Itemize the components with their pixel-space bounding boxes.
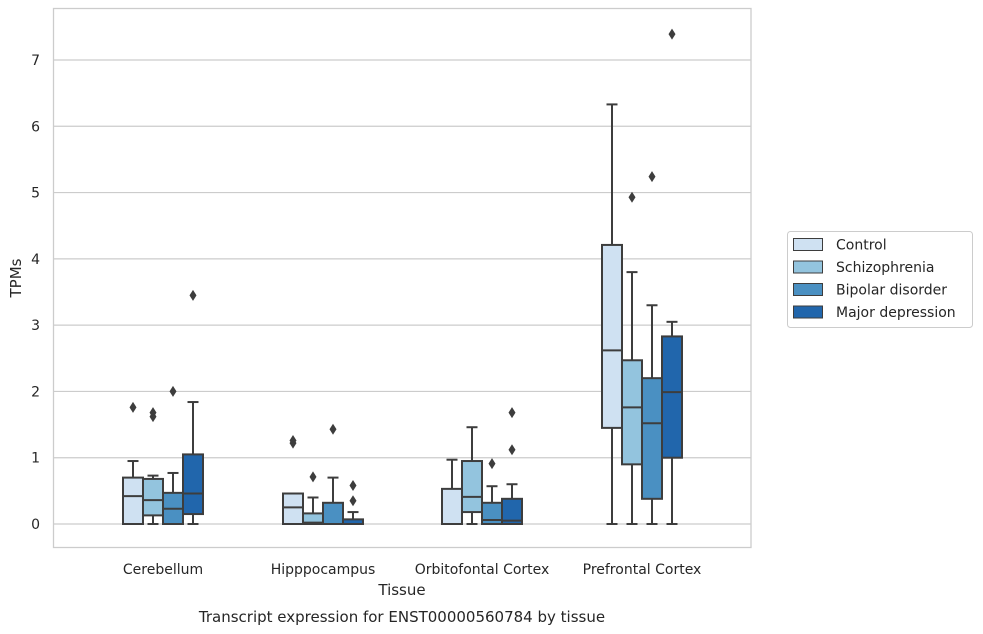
chart-caption: Transcript expression for ENST0000056078…	[198, 608, 605, 626]
outlier-point	[628, 191, 636, 203]
outlier-point	[668, 28, 676, 40]
outlier-point	[189, 289, 197, 301]
y-tick-label: 4	[31, 252, 40, 268]
legend-swatch	[793, 260, 823, 274]
legend-label: Control	[836, 238, 887, 254]
y-tick-label: 6	[31, 119, 40, 135]
outlier-point	[169, 385, 177, 397]
outlier-point	[508, 407, 516, 419]
plot-frame	[52, 7, 752, 549]
box-iqr	[441, 487, 463, 525]
y-tick-label: 2	[31, 384, 40, 400]
box-iqr	[322, 501, 344, 526]
box-bipolar-disorder	[322, 423, 344, 526]
legend-swatch	[793, 238, 823, 251]
boxes-layer	[122, 28, 683, 526]
box-bipolar-disorder	[481, 458, 503, 526]
box-schizophrenia	[142, 407, 164, 525]
box-iqr	[122, 476, 144, 526]
y-tick-label: 1	[31, 451, 40, 467]
outlier-point	[488, 458, 496, 470]
box-major-depression	[501, 407, 523, 526]
box-iqr	[621, 359, 643, 466]
box-control	[441, 458, 463, 525]
x-tick-label: Prefrontal Cortex	[583, 562, 702, 578]
legend: Control Schizophrenia Bipolar disorder Majo…	[787, 231, 973, 328]
outlier-point	[129, 401, 137, 413]
box-iqr	[182, 453, 204, 516]
y-tick-label: 3	[31, 318, 40, 334]
outlier-point	[648, 171, 656, 183]
legend-label: Schizophrenia	[836, 260, 934, 276]
x-tick-label: Orbitofontal Cortex	[415, 562, 550, 578]
box-iqr	[282, 492, 304, 526]
box-major-depression	[661, 28, 683, 525]
box-major-depression	[182, 289, 204, 525]
box-schizophrenia	[621, 191, 643, 525]
outlier-point	[329, 423, 337, 435]
x-tick-labels: Cerebellum Hipppocampus Orbitofontal Corte…	[123, 562, 701, 578]
box-bipolar-disorder	[162, 385, 184, 525]
box-bipolar-disorder	[641, 171, 663, 525]
x-tick-label: Hipppocampus	[271, 562, 376, 578]
outlier-point	[149, 407, 157, 419]
box-iqr	[601, 243, 623, 429]
outlier-point	[349, 495, 357, 507]
legend-swatch	[793, 283, 823, 296]
box-iqr	[461, 460, 483, 514]
outlier-point	[508, 444, 516, 456]
legend-frame	[787, 231, 973, 328]
box-control	[282, 434, 304, 526]
outlier-point	[349, 480, 357, 492]
outlier-point	[309, 471, 317, 483]
legend-label: Bipolar disorder	[836, 283, 947, 299]
box-iqr	[661, 335, 683, 459]
legend-label: Major depression	[836, 305, 956, 321]
y-axis-title: TPMs	[7, 258, 25, 298]
box-iqr	[641, 377, 663, 500]
box-major-depression	[342, 480, 364, 525]
box-control	[122, 401, 144, 526]
x-axis-title: Tissue	[377, 581, 425, 599]
y-tick-labels: 0 1 2 3 4 5 6 7	[31, 53, 40, 533]
box-iqr	[501, 497, 523, 526]
box-schizophrenia	[302, 471, 324, 526]
box-control	[601, 103, 623, 525]
outlier-point	[289, 434, 297, 446]
y-tick-label: 0	[31, 517, 40, 533]
y-tick-label: 7	[31, 53, 40, 69]
legend-swatch	[793, 305, 823, 319]
box-iqr	[142, 477, 164, 517]
box-schizophrenia	[461, 426, 483, 525]
y-tick-label: 5	[31, 186, 40, 202]
x-tick-label: Cerebellum	[123, 562, 203, 578]
